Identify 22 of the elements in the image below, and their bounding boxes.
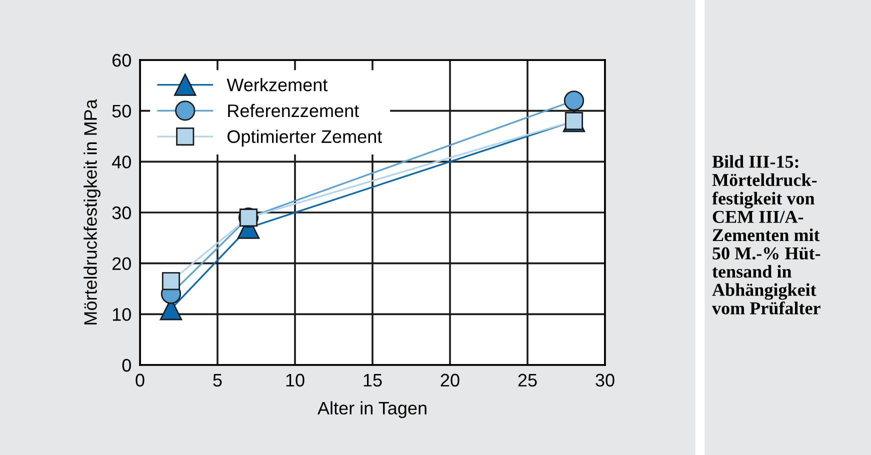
x-tick-label: 0: [136, 374, 144, 387]
y-tick-label: 30: [112, 206, 131, 220]
legend-label: Werkzement: [226, 78, 328, 92]
x-tick-label: 25: [518, 374, 537, 387]
text: Bild III-15: Mörteldruck- festigkeit von CEM III/A- Zementen mit 50 M.-% Hüt- tensand in Abhängigkeit vom Prüfalter: [712, 155, 820, 314]
legend-label: Optimierter Zement: [228, 130, 382, 147]
x-tick-label: 30: [596, 374, 614, 387]
y-tick-label: 60: [112, 54, 131, 67]
y-tick-label: 0: [122, 358, 131, 372]
x-tick-label: 15: [364, 374, 382, 387]
point: [564, 90, 584, 111]
x-tick-label: 20: [440, 374, 460, 387]
y-axis-title: Mörteldruckfestigkeit in MPa: [84, 99, 100, 324]
y-tick-label: 50: [112, 104, 131, 118]
x-axis-title: Alter in Tagen: [318, 401, 426, 418]
x-tick-label: 10: [286, 374, 304, 387]
point: [162, 272, 180, 290]
y-tick-label: 20: [112, 257, 131, 270]
y-tick-label: 10: [112, 308, 131, 321]
legend-label: Referenzzement: [228, 104, 360, 118]
y-tick-label: 40: [112, 156, 131, 168]
x-tick-label: 5: [213, 374, 222, 387]
